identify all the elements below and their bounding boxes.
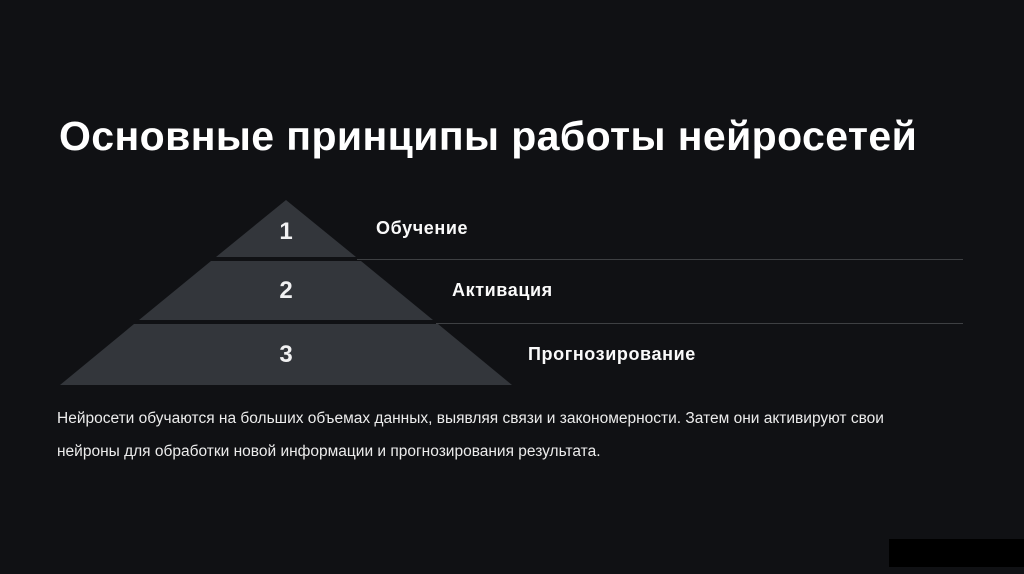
pyramid-level-1-label: Обучение (376, 218, 469, 238)
separator-line-2 (436, 323, 963, 324)
pyramid-diagram: 1 2 3 (60, 200, 512, 385)
description-text: Нейросети обучаются на больших объемах д… (57, 402, 977, 468)
pyramid-level-3-label: Прогнозирование (528, 344, 696, 364)
description-line-2: нейроны для обработки новой информации и… (57, 443, 601, 460)
slide-title: Основные принципы работы нейросетей (59, 113, 918, 159)
watermark-cover-box (889, 539, 1024, 567)
pyramid-tier-3 (60, 324, 512, 385)
pyramid-level-2-label: Активация (452, 280, 553, 300)
pyramid-tier-3-number: 3 (279, 340, 293, 368)
description-line-1: Нейросети обучаются на больших объемах д… (57, 410, 884, 427)
pyramid-tier-1-number: 1 (279, 217, 293, 245)
pyramid-tier-2-number: 2 (279, 276, 293, 304)
separator-line-1 (357, 259, 963, 260)
